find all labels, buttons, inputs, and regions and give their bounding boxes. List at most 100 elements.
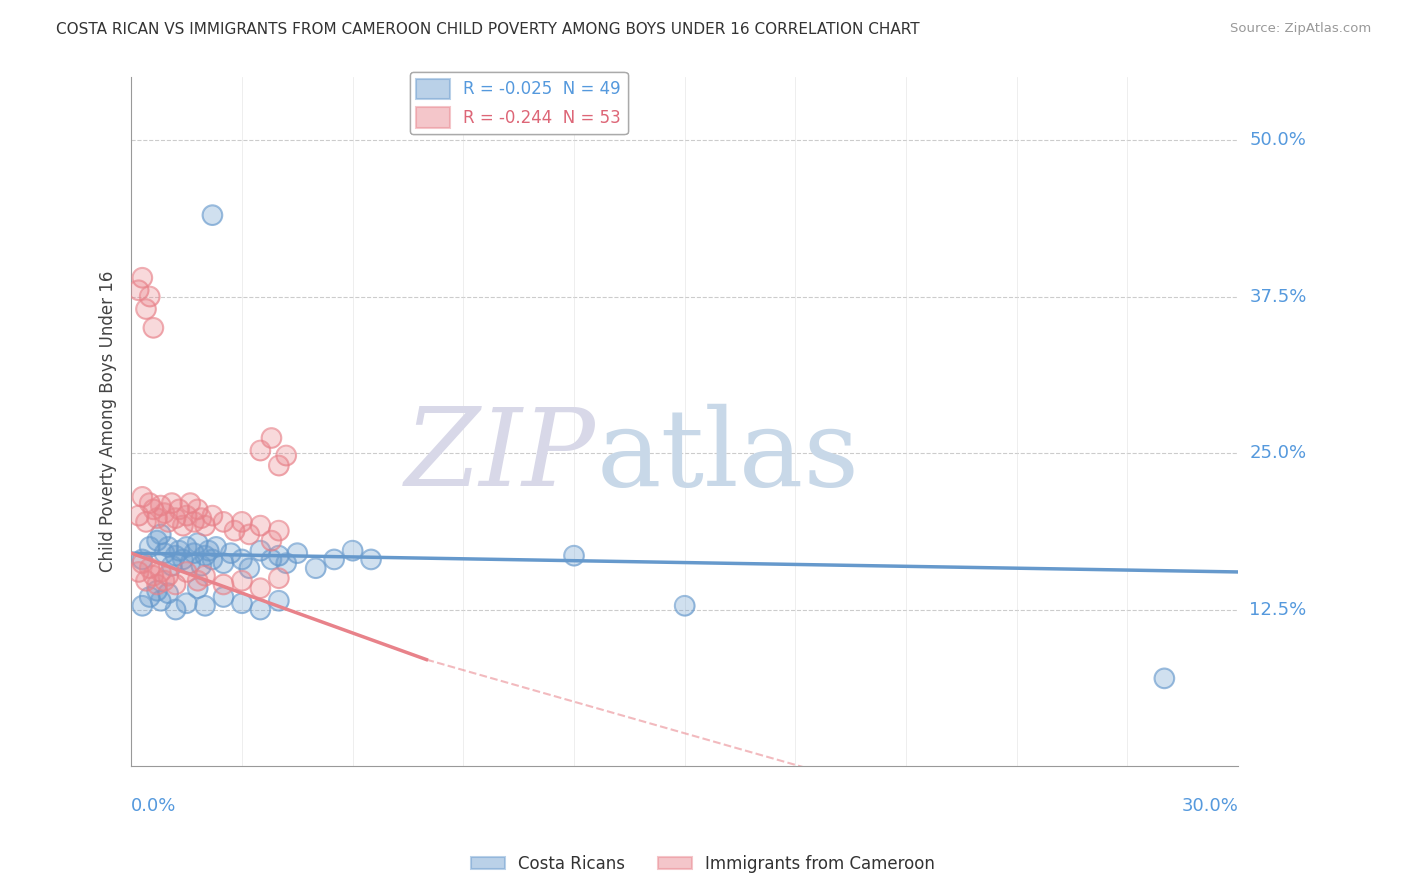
- Point: [138, 540, 160, 554]
- Point: [187, 502, 209, 516]
- Point: [201, 508, 224, 523]
- Point: [260, 552, 283, 566]
- Point: [142, 502, 165, 516]
- Point: [183, 515, 205, 529]
- Point: [138, 496, 160, 510]
- Point: [238, 561, 260, 575]
- Point: [176, 540, 198, 554]
- Point: [187, 536, 209, 550]
- Point: [342, 543, 364, 558]
- Point: [212, 590, 235, 604]
- Point: [194, 568, 217, 582]
- Point: [138, 590, 160, 604]
- Point: [562, 549, 585, 563]
- Point: [146, 583, 169, 598]
- Point: [157, 540, 180, 554]
- Point: [160, 558, 183, 573]
- Point: [1153, 672, 1175, 686]
- Point: [142, 568, 165, 582]
- Point: [267, 571, 290, 585]
- Point: [249, 581, 271, 595]
- Point: [1153, 672, 1175, 686]
- Point: [249, 518, 271, 533]
- Point: [176, 508, 198, 523]
- Point: [131, 490, 153, 504]
- Point: [231, 515, 253, 529]
- Point: [160, 496, 183, 510]
- Point: [224, 524, 246, 538]
- Point: [323, 552, 346, 566]
- Point: [260, 552, 283, 566]
- Point: [194, 518, 217, 533]
- Point: [131, 270, 153, 285]
- Point: [190, 511, 212, 525]
- Point: [172, 552, 194, 566]
- Text: 0.0%: 0.0%: [131, 797, 177, 814]
- Point: [187, 581, 209, 595]
- Point: [149, 527, 172, 541]
- Point: [157, 586, 180, 600]
- Point: [165, 511, 187, 525]
- Point: [153, 574, 176, 588]
- Point: [146, 533, 169, 548]
- Text: Source: ZipAtlas.com: Source: ZipAtlas.com: [1230, 22, 1371, 36]
- Point: [201, 508, 224, 523]
- Point: [183, 546, 205, 560]
- Point: [179, 496, 201, 510]
- Point: [267, 593, 290, 607]
- Point: [249, 602, 271, 616]
- Text: 37.5%: 37.5%: [1250, 287, 1306, 306]
- Point: [142, 568, 165, 582]
- Point: [138, 540, 160, 554]
- Point: [194, 518, 217, 533]
- Point: [276, 556, 298, 570]
- Point: [212, 515, 235, 529]
- Point: [142, 321, 165, 335]
- Point: [146, 511, 169, 525]
- Point: [157, 540, 180, 554]
- Point: [267, 593, 290, 607]
- Point: [276, 449, 298, 463]
- Point: [238, 561, 260, 575]
- Point: [138, 289, 160, 303]
- Point: [194, 599, 217, 613]
- Point: [149, 565, 172, 579]
- Point: [285, 546, 308, 560]
- Point: [131, 556, 153, 570]
- Point: [212, 556, 235, 570]
- Point: [146, 533, 169, 548]
- Point: [128, 283, 150, 297]
- Point: [165, 511, 187, 525]
- Point: [149, 565, 172, 579]
- Point: [165, 602, 187, 616]
- Point: [128, 565, 150, 579]
- Point: [231, 515, 253, 529]
- Point: [142, 502, 165, 516]
- Point: [187, 574, 209, 588]
- Point: [167, 543, 190, 558]
- Point: [238, 527, 260, 541]
- Point: [128, 283, 150, 297]
- Point: [153, 506, 176, 520]
- Point: [267, 549, 290, 563]
- Point: [157, 515, 180, 529]
- Point: [190, 511, 212, 525]
- Text: 50.0%: 50.0%: [1250, 131, 1306, 149]
- Point: [231, 574, 253, 588]
- Point: [249, 443, 271, 458]
- Point: [131, 556, 153, 570]
- Point: [135, 301, 157, 316]
- Point: [149, 499, 172, 513]
- Text: ZIP: ZIP: [405, 403, 596, 508]
- Point: [176, 540, 198, 554]
- Point: [157, 586, 180, 600]
- Point: [167, 543, 190, 558]
- Point: [131, 599, 153, 613]
- Point: [165, 577, 187, 591]
- Point: [131, 270, 153, 285]
- Point: [135, 515, 157, 529]
- Point: [149, 593, 172, 607]
- Point: [165, 577, 187, 591]
- Point: [673, 599, 696, 613]
- Point: [267, 458, 290, 473]
